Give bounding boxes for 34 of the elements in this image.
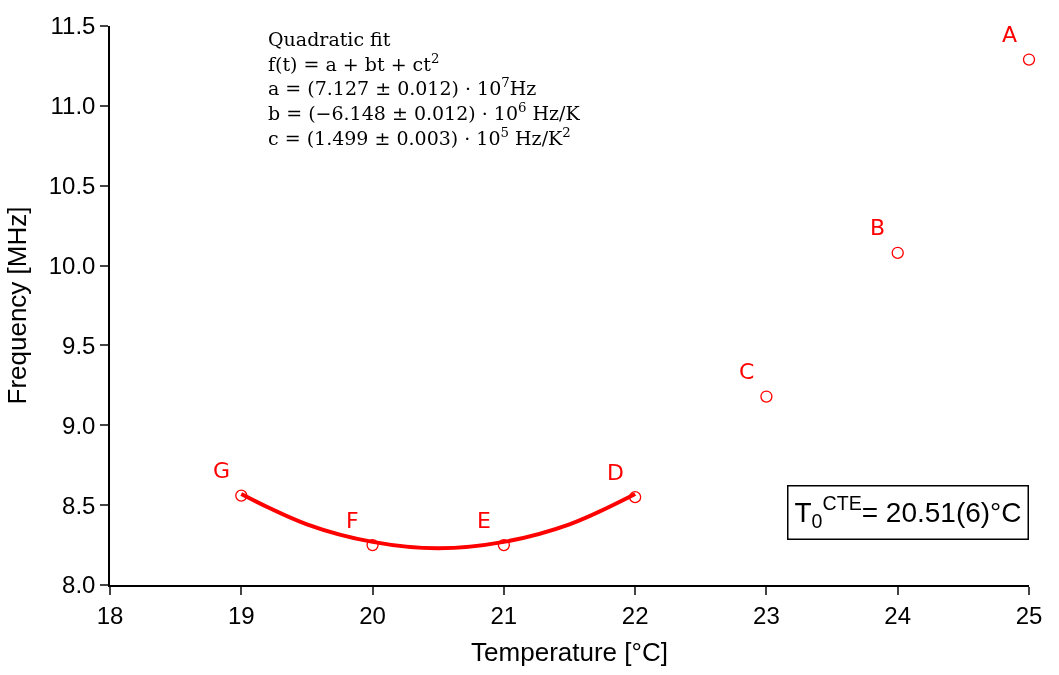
point — [760, 390, 773, 403]
y-tick-label: 8.5 — [62, 491, 96, 519]
y-tick-label: 11.5 — [50, 12, 96, 40]
x-tick-label: 19 — [227, 601, 255, 629]
y-tick-label: 9.0 — [62, 411, 96, 439]
point — [891, 246, 904, 259]
x-tick-label: 22 — [621, 601, 649, 629]
y-tick-label: 10.0 — [48, 251, 96, 279]
y-tick-label: 8.0 — [62, 571, 96, 599]
point — [497, 538, 511, 552]
y-axis-title: Frequency [MHz] — [1, 206, 32, 405]
annotation: T$_{0}$$^{CTE}$= 20.51(6)°C — [794, 492, 1022, 533]
y-tick-label: 10.5 — [48, 172, 96, 200]
annotation: C — [739, 359, 755, 384]
x-tick-label: 21 — [490, 601, 518, 629]
point — [366, 538, 379, 552]
point — [628, 491, 642, 504]
annotation: E — [477, 508, 491, 533]
x-axis-title: Temperature [°C] — [471, 636, 668, 667]
y-tick-label: 11.0 — [50, 92, 96, 120]
x-tick-label: 24 — [884, 601, 912, 629]
annotation: D — [607, 460, 624, 485]
x-tick-label: 20 — [359, 601, 386, 629]
x-tick-label: 18 — [96, 601, 124, 629]
x-tick-label: 25 — [1015, 601, 1043, 629]
y-tick-label: 9.5 — [62, 331, 96, 359]
point — [235, 489, 248, 502]
text: Quadratic fit f(t) = a + bt + ct$^{2}$ a = (7.127 ± 0.012) · 10$^{7}$Hz b = (−6.148 ± 0.012) · 10$^{6}$ Hz/K c = (1.499 ± 0.003) · 10$^{5}$ Hz/K$^{2}$ — [268, 28, 580, 149]
annotation: B — [870, 215, 886, 240]
x-tick-label: 23 — [753, 601, 780, 629]
point — [1022, 53, 1036, 66]
annotation: F — [346, 508, 359, 533]
annotation: A — [1002, 22, 1018, 47]
annotation: G — [213, 458, 231, 483]
